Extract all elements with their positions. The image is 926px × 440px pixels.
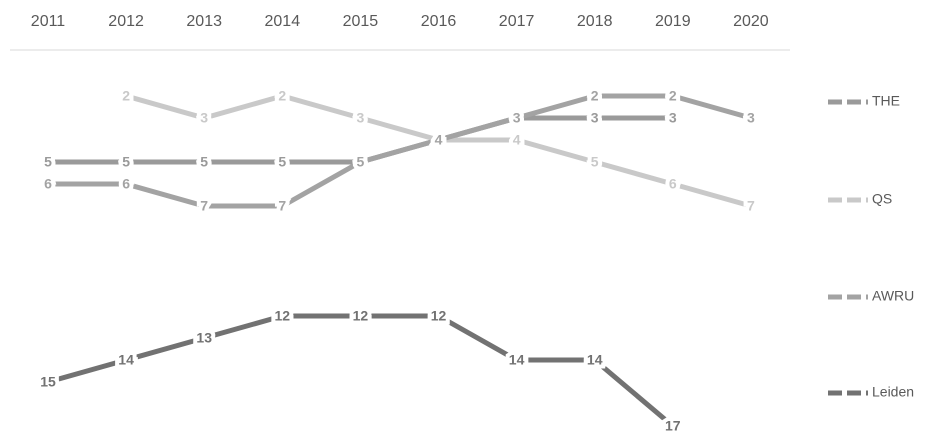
data-label: 17	[665, 418, 681, 434]
x-tick-label: 2020	[733, 13, 769, 30]
data-label: 14	[587, 352, 603, 368]
data-label: 6	[669, 176, 677, 192]
data-label: 5	[357, 154, 365, 170]
data-label: 2	[278, 88, 286, 104]
data-label: 2	[591, 88, 599, 104]
data-label: 4	[435, 132, 443, 148]
legend-label: Leiden	[872, 384, 914, 400]
data-label: 12	[275, 308, 291, 324]
series-line	[47, 313, 675, 428]
series-line	[48, 93, 752, 209]
data-label: 12	[431, 308, 447, 324]
data-label: 5	[591, 154, 599, 170]
data-label: 3	[747, 110, 755, 126]
data-label: 7	[278, 198, 286, 214]
x-tick-label: 2012	[108, 13, 144, 30]
data-label: 6	[44, 176, 52, 192]
series-line	[125, 93, 752, 209]
x-tick-label: 2016	[421, 13, 457, 30]
x-tick-label: 2014	[265, 13, 301, 30]
data-label: 4	[513, 132, 521, 148]
legend-label: THE	[872, 93, 900, 109]
x-tick-label: 2013	[186, 13, 222, 30]
data-label: 3	[669, 110, 677, 126]
x-tick-label: 2018	[577, 13, 613, 30]
x-tick-label: 2011	[31, 13, 66, 30]
data-label: 5	[278, 154, 286, 170]
x-tick-label: 2019	[655, 13, 691, 30]
data-label: 7	[747, 198, 755, 214]
data-label: 14	[118, 352, 134, 368]
data-label: 7	[200, 198, 208, 214]
data-label: 5	[44, 154, 52, 170]
legend-label: QS	[872, 191, 892, 207]
x-tick-label: 2015	[343, 13, 379, 30]
data-label: 3	[357, 110, 365, 126]
data-label: 14	[509, 352, 525, 368]
data-label: 3	[591, 110, 599, 126]
legend-label: AWRU	[872, 288, 914, 304]
data-label: 13	[196, 330, 212, 346]
data-label: 3	[513, 110, 521, 126]
data-label: 6	[122, 176, 130, 192]
data-label: 5	[200, 154, 208, 170]
data-label: 5	[122, 154, 130, 170]
x-tick-label: 2017	[499, 13, 535, 30]
data-label: 2	[122, 88, 130, 104]
data-label: 15	[40, 374, 56, 390]
data-label: 3	[200, 110, 208, 126]
data-label: 12	[353, 308, 369, 324]
data-label: 2	[669, 88, 677, 104]
